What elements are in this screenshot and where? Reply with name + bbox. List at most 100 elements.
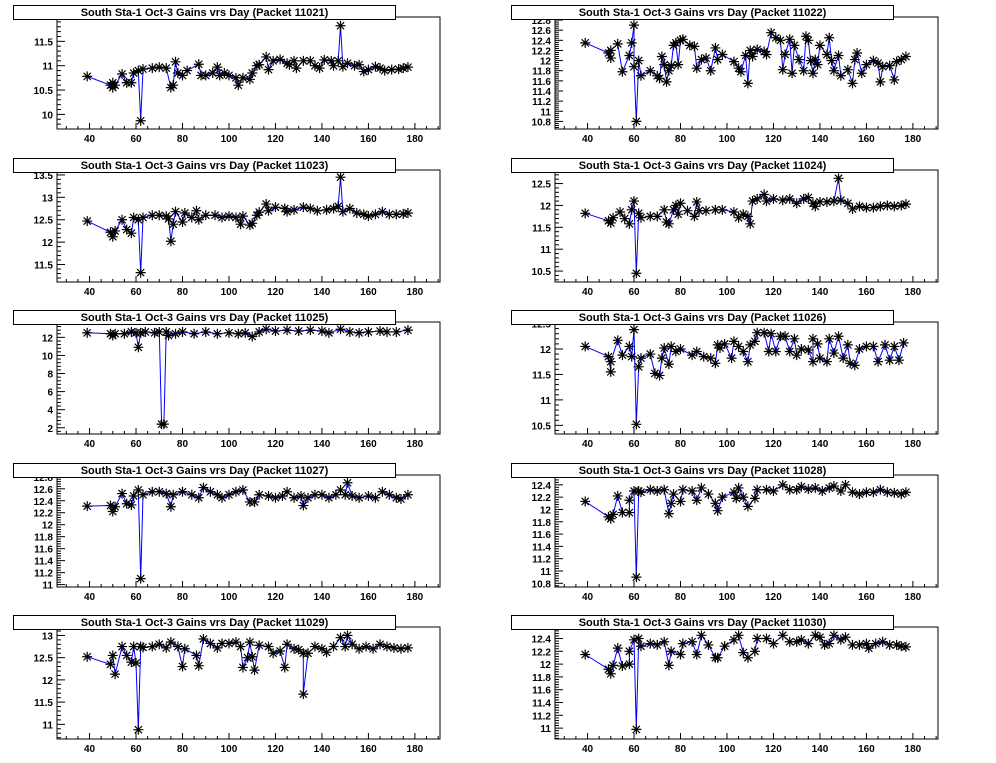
x-tick-label: 180 — [407, 287, 424, 298]
data-point — [131, 658, 142, 668]
data-point — [712, 54, 723, 65]
chart-title: South Sta-1 Oct-3 Gains vrs Day (Packet … — [13, 157, 396, 173]
data-point — [617, 661, 628, 672]
data-point — [298, 201, 309, 212]
data-point — [775, 35, 786, 46]
data-point — [900, 641, 911, 652]
x-tick-label: 120 — [765, 439, 782, 450]
data-point — [666, 646, 677, 657]
data-point — [377, 206, 388, 217]
data-point — [701, 53, 712, 64]
data-point — [335, 324, 346, 335]
x-tick-label: 40 — [84, 592, 96, 603]
data-point — [126, 657, 137, 668]
data-point — [340, 489, 351, 500]
data-point — [275, 54, 286, 65]
data-point — [580, 649, 591, 660]
data-point — [701, 205, 712, 216]
data-point — [580, 207, 591, 218]
x-tick-label: 120 — [765, 134, 782, 145]
data-point — [798, 193, 809, 204]
data-point — [752, 633, 763, 644]
data-point — [728, 486, 739, 497]
data-point — [882, 486, 893, 497]
data-point — [268, 648, 279, 659]
x-tick-label: 140 — [812, 134, 829, 145]
data-point — [270, 492, 281, 503]
data-point — [728, 336, 739, 347]
y-tick-label: 12 — [540, 345, 552, 356]
data-point — [877, 61, 888, 72]
y-tick-label: 12 — [42, 238, 54, 249]
data-point — [889, 487, 900, 498]
data-point — [645, 484, 656, 495]
data-point — [717, 49, 728, 60]
x-tick-label: 60 — [130, 439, 142, 450]
chart-title: South Sta-1 Oct-3 Gains vrs Day (Packet … — [511, 157, 894, 173]
y-tick-label: 12.6 — [532, 26, 552, 37]
data-point — [135, 573, 146, 584]
data-point — [617, 507, 628, 518]
x-tick-label: 60 — [130, 592, 142, 603]
data-point — [712, 505, 723, 516]
data-point — [110, 669, 121, 680]
data-point — [777, 479, 788, 490]
data-point — [223, 489, 234, 500]
data-point — [691, 196, 702, 207]
data-point — [289, 55, 300, 66]
data-point — [900, 486, 911, 497]
data-point — [691, 63, 702, 74]
data-point — [838, 353, 849, 364]
data-point — [635, 212, 646, 223]
data-point — [282, 486, 293, 497]
x-tick-label: 60 — [130, 134, 142, 145]
data-point — [733, 63, 744, 74]
data-point — [654, 370, 665, 381]
data-point — [137, 64, 148, 75]
data-point — [237, 662, 248, 673]
y-tick-label: 6 — [47, 388, 53, 399]
y-tick-label: 10.8 — [532, 579, 552, 590]
data-point — [384, 208, 395, 219]
data-point — [861, 638, 872, 649]
x-tick-label: 80 — [177, 439, 189, 450]
y-tick-label: 11.5 — [532, 370, 551, 381]
data-point — [316, 643, 327, 654]
data-point — [629, 324, 640, 335]
data-point — [289, 643, 300, 654]
data-point — [242, 652, 253, 663]
data-point — [398, 63, 409, 74]
data-point — [214, 70, 225, 81]
data-point — [733, 482, 744, 493]
data-point — [237, 210, 248, 221]
data-point — [835, 634, 846, 645]
y-tick-label: 11.2 — [532, 97, 551, 108]
data-point — [358, 208, 369, 219]
x-tick-label: 140 — [812, 592, 829, 603]
y-tick-label: 11 — [42, 62, 53, 73]
data-point — [696, 54, 707, 65]
data-point — [605, 513, 616, 524]
data-point — [170, 328, 181, 339]
x-tick-label: 160 — [858, 287, 875, 298]
data-point — [800, 31, 811, 42]
y-tick-label: 12.4 — [34, 496, 54, 507]
data-point — [791, 484, 802, 495]
data-point — [121, 498, 132, 509]
x-tick-label: 100 — [221, 439, 238, 450]
data-point — [673, 59, 684, 70]
y-tick-label: 12 — [540, 57, 552, 68]
data-point — [284, 59, 295, 70]
data-point — [580, 341, 591, 352]
x-tick-label: 100 — [719, 592, 736, 603]
data-point — [82, 651, 93, 662]
data-point — [742, 356, 753, 367]
data-point — [205, 486, 216, 497]
x-tick-label: 40 — [84, 134, 96, 145]
data-point — [361, 641, 372, 652]
data-point — [666, 60, 677, 71]
y-tick-label: 11 — [540, 567, 551, 578]
data-point — [154, 62, 165, 73]
data-point — [147, 486, 158, 497]
data-point — [212, 642, 223, 653]
